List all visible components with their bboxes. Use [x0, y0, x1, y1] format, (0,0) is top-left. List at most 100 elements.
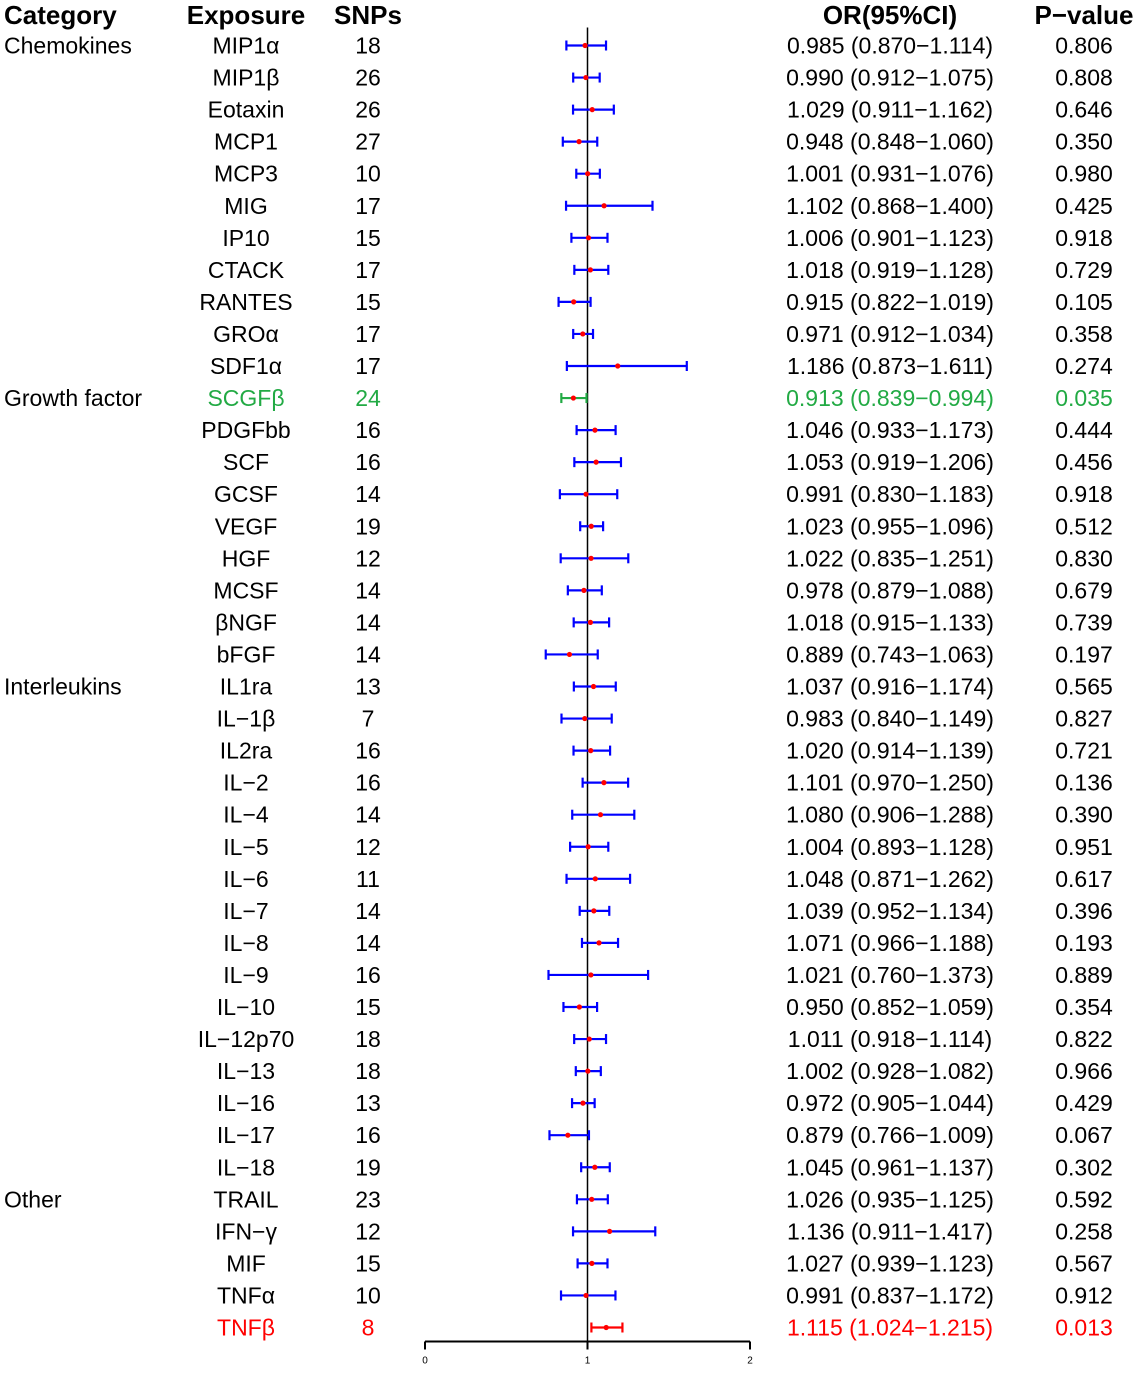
- or-ci-value: 1.101 (0.970−1.250): [786, 770, 994, 796]
- pvalue-value: 0.918: [1055, 481, 1113, 507]
- pvalue-value: 0.354: [1055, 994, 1113, 1020]
- or-ci-value: 1.022 (0.835−1.251): [786, 545, 994, 571]
- exposure-label: IL−12p70: [198, 1026, 295, 1052]
- or-point: [592, 876, 598, 882]
- or-ci-value: 0.972 (0.905−1.044): [786, 1090, 994, 1116]
- exposure-label: SCF: [223, 449, 269, 475]
- exposure-label: MIP1β: [213, 65, 280, 91]
- exposure-label: CTACK: [208, 257, 285, 283]
- snps-value: 14: [355, 641, 381, 667]
- plot-row: IL−2 16 1.101 (0.970−1.250) 0.136: [223, 770, 1112, 796]
- plot-row: IFN−γ 12 1.136 (0.911−1.417) 0.258: [215, 1218, 1113, 1244]
- or-point: [580, 331, 586, 337]
- or-ci-value: 0.915 (0.822−1.019): [786, 289, 994, 315]
- plot-row: IL−17 16 0.879 (0.766−1.009) 0.067: [217, 1122, 1113, 1148]
- snps-value: 18: [355, 1058, 381, 1084]
- pvalue-value: 0.830: [1055, 545, 1113, 571]
- or-point: [589, 1260, 595, 1266]
- or-ci-value: 1.037 (0.916−1.174): [786, 674, 994, 700]
- or-ci-value: 1.080 (0.906−1.288): [786, 802, 994, 828]
- rows-layer: Chemokines MIP1α 18 0.985 (0.870−1.114) 0.80…: [4, 27, 1113, 1342]
- plot-row: GCSF 14 0.991 (0.830−1.183) 0.918: [214, 481, 1113, 507]
- snps-value: 26: [355, 65, 381, 91]
- or-point: [597, 812, 604, 818]
- header-snps: SNPs: [334, 0, 402, 30]
- or-ci-value: 0.990 (0.912−1.075): [786, 65, 994, 91]
- pvalue-value: 0.425: [1055, 193, 1113, 219]
- pvalue-value: 0.889: [1055, 962, 1113, 988]
- or-point: [601, 203, 607, 209]
- pvalue-value: 0.646: [1055, 97, 1113, 123]
- category-label: Chemokines: [4, 33, 132, 59]
- exposure-label: IL−9: [223, 962, 268, 988]
- exposure-label: SDF1α: [210, 353, 282, 379]
- exposure-label: MIF: [226, 1250, 266, 1276]
- snps-value: 24: [355, 385, 381, 411]
- exposure-label: IL2ra: [220, 738, 273, 764]
- pvalue-value: 0.729: [1055, 257, 1113, 283]
- pvalue-value: 0.035: [1055, 385, 1113, 411]
- plot-row: IL−7 14 1.039 (0.952−1.134) 0.396: [223, 898, 1112, 924]
- exposure-label: IL−17: [217, 1122, 275, 1148]
- plot-row: SCF 16 1.053 (0.919−1.206) 0.456: [223, 449, 1113, 475]
- plot-row: MIP1β 26 0.990 (0.912−1.075) 0.808: [213, 65, 1113, 91]
- snps-value: 14: [355, 577, 381, 603]
- pvalue-value: 0.592: [1055, 1186, 1113, 1212]
- or-ci-value: 1.046 (0.933−1.173): [786, 417, 994, 443]
- or-point: [585, 844, 591, 850]
- pvalue-value: 0.302: [1055, 1154, 1113, 1180]
- pvalue-value: 0.806: [1055, 33, 1113, 59]
- or-point: [596, 940, 602, 946]
- snps-value: 12: [355, 834, 381, 860]
- or-point: [565, 1132, 571, 1138]
- plot-row: IL−8 14 1.071 (0.966−1.188) 0.193: [223, 930, 1112, 956]
- snps-value: 17: [355, 353, 381, 379]
- exposure-label: TNFα: [217, 1282, 275, 1308]
- plot-row: Growth factor SCGFβ 24 0.913 (0.839−0.994) 0…: [4, 385, 1113, 411]
- pvalue-value: 0.136: [1055, 770, 1113, 796]
- or-point: [582, 42, 588, 49]
- or-point: [581, 587, 587, 593]
- exposure-label: TRAIL: [213, 1186, 278, 1212]
- or-point: [607, 1228, 613, 1234]
- snps-value: 17: [355, 321, 381, 347]
- header-exposure: Exposure: [187, 0, 306, 30]
- or-ci-value: 1.045 (0.961−1.137): [786, 1154, 994, 1180]
- pvalue-value: 0.679: [1055, 577, 1113, 603]
- or-ci-value: 0.991 (0.837−1.172): [786, 1282, 994, 1308]
- snps-value: 14: [355, 802, 381, 828]
- plot-row: IL−1β 7 0.983 (0.840−1.149) 0.827: [217, 706, 1113, 732]
- plot-row: Eotaxin 26 1.029 (0.911−1.162) 0.646: [208, 97, 1113, 123]
- plot-row: bFGF 14 0.889 (0.743−1.063) 0.197: [217, 641, 1113, 667]
- or-point: [583, 1292, 589, 1299]
- snps-value: 13: [355, 1090, 381, 1116]
- plot-row: GROα 17 0.971 (0.912−1.034) 0.358: [213, 321, 1113, 347]
- exposure-label: IL−13: [217, 1058, 275, 1084]
- plot-row: RANTES 15 0.915 (0.822−1.019) 0.105: [199, 289, 1112, 315]
- pvalue-value: 0.565: [1055, 674, 1113, 700]
- pvalue-value: 0.808: [1055, 65, 1113, 91]
- pvalue-value: 0.274: [1055, 353, 1113, 379]
- plot-row: CTACK 17 1.018 (0.919−1.128) 0.729: [208, 257, 1113, 283]
- or-point: [585, 1068, 591, 1074]
- exposure-label: MCP3: [214, 161, 278, 187]
- snps-value: 27: [355, 129, 381, 155]
- or-ci-value: 1.011 (0.918−1.114): [788, 1026, 992, 1052]
- or-point: [571, 299, 577, 305]
- plot-row: IL−13 18 1.002 (0.928−1.082) 0.966: [217, 1058, 1113, 1084]
- or-ci-value: 0.889 (0.743−1.063): [786, 641, 994, 667]
- pvalue-value: 0.739: [1055, 609, 1113, 635]
- exposure-label: MIP1α: [213, 33, 280, 59]
- pvalue-value: 0.918: [1055, 225, 1113, 251]
- pvalue-value: 0.444: [1055, 417, 1113, 443]
- pvalue-value: 0.617: [1055, 866, 1113, 892]
- snps-value: 18: [355, 1026, 381, 1052]
- category-label: Interleukins: [4, 674, 122, 700]
- exposure-label: MCP1: [214, 129, 278, 155]
- or-point: [587, 267, 594, 273]
- pvalue-value: 0.197: [1055, 641, 1113, 667]
- pvalue-value: 0.912: [1055, 1282, 1113, 1308]
- exposure-label: RANTES: [199, 289, 292, 315]
- or-ci-value: 1.006 (0.901−1.123): [786, 225, 994, 251]
- or-ci-value: 0.913 (0.839−0.994): [786, 385, 994, 411]
